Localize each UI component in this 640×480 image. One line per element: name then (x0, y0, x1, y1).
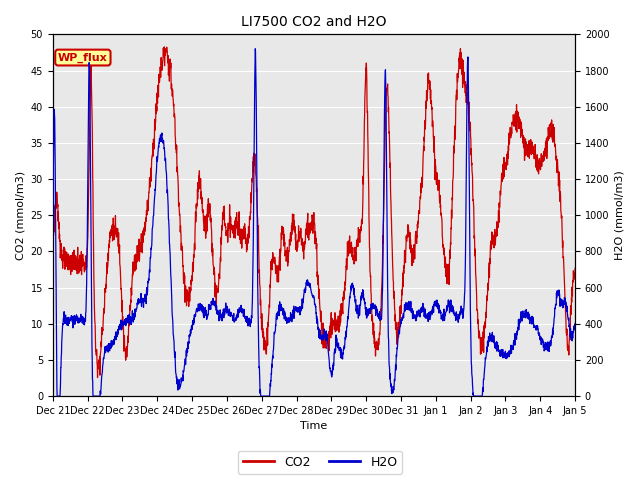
CO2 (466, 125, 474, 131)
CO2 (93, 375, 101, 381)
CO2 (161, 44, 168, 50)
H2O (53, 393, 61, 399)
Legend: CO2, H2O: CO2, H2O (237, 451, 403, 474)
H2O (252, 46, 259, 52)
CO2 (195, 173, 203, 179)
H2O (340, 345, 348, 351)
H2O (466, 256, 474, 262)
Y-axis label: H2O (mmol/m3): H2O (mmol/m3) (615, 170, 625, 260)
X-axis label: Time: Time (300, 421, 328, 432)
CO2 (49, 239, 56, 245)
H2O (525, 312, 533, 317)
Line: CO2: CO2 (52, 47, 575, 378)
Line: H2O: H2O (52, 49, 575, 396)
H2O (195, 306, 202, 312)
CO2 (572, 265, 579, 271)
CO2 (540, 150, 548, 156)
H2O (330, 363, 337, 369)
H2O (540, 341, 548, 347)
CO2 (525, 156, 533, 161)
Text: WP_flux: WP_flux (58, 52, 108, 63)
H2O (49, 222, 56, 228)
Title: LI7500 CO2 and H2O: LI7500 CO2 and H2O (241, 15, 387, 29)
Y-axis label: CO2 (mmol/m3): CO2 (mmol/m3) (15, 171, 25, 260)
CO2 (340, 284, 348, 290)
CO2 (330, 320, 337, 325)
H2O (572, 321, 579, 326)
